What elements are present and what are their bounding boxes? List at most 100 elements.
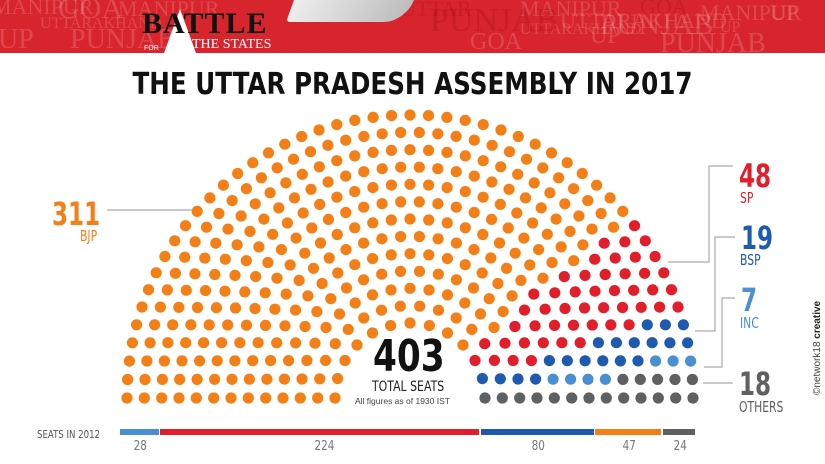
seat-dot-bjp [229, 302, 242, 314]
seat-dot-bjp [376, 163, 388, 175]
seat-dot-bjp [559, 198, 571, 210]
seat-dot-bjp [423, 214, 435, 226]
figures-note: All figures as of 1930 IST [355, 396, 450, 406]
banner-background-word: GOA [58, 0, 123, 25]
seat-dot-bjp [297, 207, 309, 219]
seat-dot-sp [599, 268, 611, 281]
seat-dot-bjp [138, 392, 150, 404]
seat-dot-bjp [307, 262, 320, 274]
seat-dot-bjp [568, 183, 580, 195]
header-banner: UP PUNJAB GOA UP UTTARAKHAND PUNJAB UP UTTARAKH… [0, 0, 825, 53]
seat-dot-bjp [441, 253, 453, 265]
seat-dot-others [600, 392, 612, 404]
seat-dot-others [618, 392, 630, 404]
seat-dot-bjp [258, 213, 270, 225]
seat-dot-bjp [459, 297, 471, 309]
seat-dot-bjp [222, 223, 234, 235]
seat-dot-sp [629, 251, 641, 263]
seat-dot-bjp [502, 222, 514, 234]
seat-dot-bsp [682, 337, 694, 349]
seat-dot-sp [639, 235, 651, 247]
seat-dot-sp [558, 271, 570, 283]
seat-dot-sp [525, 355, 538, 367]
seat-dot-bjp [518, 232, 530, 244]
seat-dot-bjp [450, 130, 462, 142]
seat-dot-bjp [271, 337, 283, 349]
seat-dot-bjp [413, 265, 426, 277]
seat-dot-bjp [204, 192, 216, 204]
seat-dot-bjp [167, 319, 179, 331]
seat-dot-bjp [210, 302, 222, 314]
seat-dot-bjp [495, 161, 507, 173]
seat-dot-bjp [503, 183, 515, 195]
seat-dot-bjp [173, 392, 185, 404]
banner-background-word: UTTARAKHAND [560, 8, 727, 33]
seat-dot-bjp [299, 320, 311, 333]
seat-dot-bjp [385, 144, 397, 156]
seat-dot-sp [672, 301, 684, 313]
seat-dot-bjp [180, 337, 192, 349]
seat-dot-bjp [483, 293, 495, 305]
seat-dot-bsp [561, 355, 573, 367]
seat-dot-bjp [450, 201, 462, 213]
seat-dot-bjp [185, 319, 197, 331]
seat-dot-bjp [474, 308, 487, 320]
seat-dot-bjp [367, 217, 379, 229]
seat-dot-bjp [413, 231, 425, 243]
seat-dot-bjp [432, 163, 444, 175]
seat-dot-sp [598, 302, 610, 314]
seat-dot-bjp [459, 114, 471, 126]
seat-dot-bjp [281, 217, 293, 229]
seat-dot-bjp [314, 373, 326, 385]
seat-dot-bjp [279, 138, 291, 150]
seat-dot-bjp [414, 300, 426, 312]
seat-dot-bjp [226, 195, 238, 207]
seat-dot-sp [658, 267, 670, 279]
seat-dot-bjp [136, 301, 148, 313]
seat-dot-bjp [492, 277, 504, 290]
seat-dot-bjp [546, 256, 558, 269]
seat-dot-sp [665, 284, 678, 296]
seat-dot-sp [528, 288, 540, 300]
seat-dot-bjp [385, 320, 397, 332]
seat-dot-bjp [506, 290, 518, 302]
seat-dot-bjp [173, 301, 185, 313]
seat-dot-bjp [515, 274, 527, 286]
seat-dot-bjp [191, 205, 203, 217]
seat-dot-bjp [528, 177, 540, 189]
seat-dot-bjp [573, 210, 585, 222]
inc-seat-count: 7 [741, 281, 758, 319]
seat-dot-bjp [290, 232, 302, 244]
seat-dot-bjp [477, 228, 489, 241]
seat-dot-bjp [595, 207, 607, 220]
seat-dot-bjp [468, 206, 480, 219]
bjp-seat-count: 311 [52, 195, 101, 233]
seat-dot-bjp [486, 139, 498, 151]
seat-dot-bjp [294, 392, 306, 404]
seat-dot-bjp [309, 337, 321, 349]
credit-watermark: ©network18 creative [812, 300, 823, 395]
seat-dot-bjp [209, 268, 221, 281]
seat-dot-bjp [333, 308, 346, 320]
seat-dot-bjp [267, 228, 279, 240]
seat-dot-bjp [156, 373, 168, 385]
seat-dot-sp [549, 287, 561, 299]
seat-dot-bjp [239, 286, 251, 298]
seat-dot-bjp [299, 247, 311, 259]
seat-dot-bjp [259, 287, 271, 299]
seat-dot-bjp [141, 355, 153, 367]
seat-dot-inc [650, 355, 662, 367]
seat-dot-bjp [123, 355, 135, 367]
seat-dot-bjp [131, 319, 143, 331]
seat-dot-bjp [503, 146, 516, 158]
seat-dot-bjp [576, 167, 588, 180]
seat-dot-bjp [541, 228, 553, 240]
seat-dot-sp [654, 301, 666, 313]
seat-dot-bjp [441, 289, 454, 301]
seat-dot-bjp [210, 237, 222, 249]
seat-dot-bjp [432, 304, 445, 316]
seat-dot-bjp [156, 392, 168, 404]
seat-dot-bjp [176, 355, 188, 367]
seat-dot-bjp [511, 207, 523, 219]
seat-dot-bjp [322, 139, 334, 151]
